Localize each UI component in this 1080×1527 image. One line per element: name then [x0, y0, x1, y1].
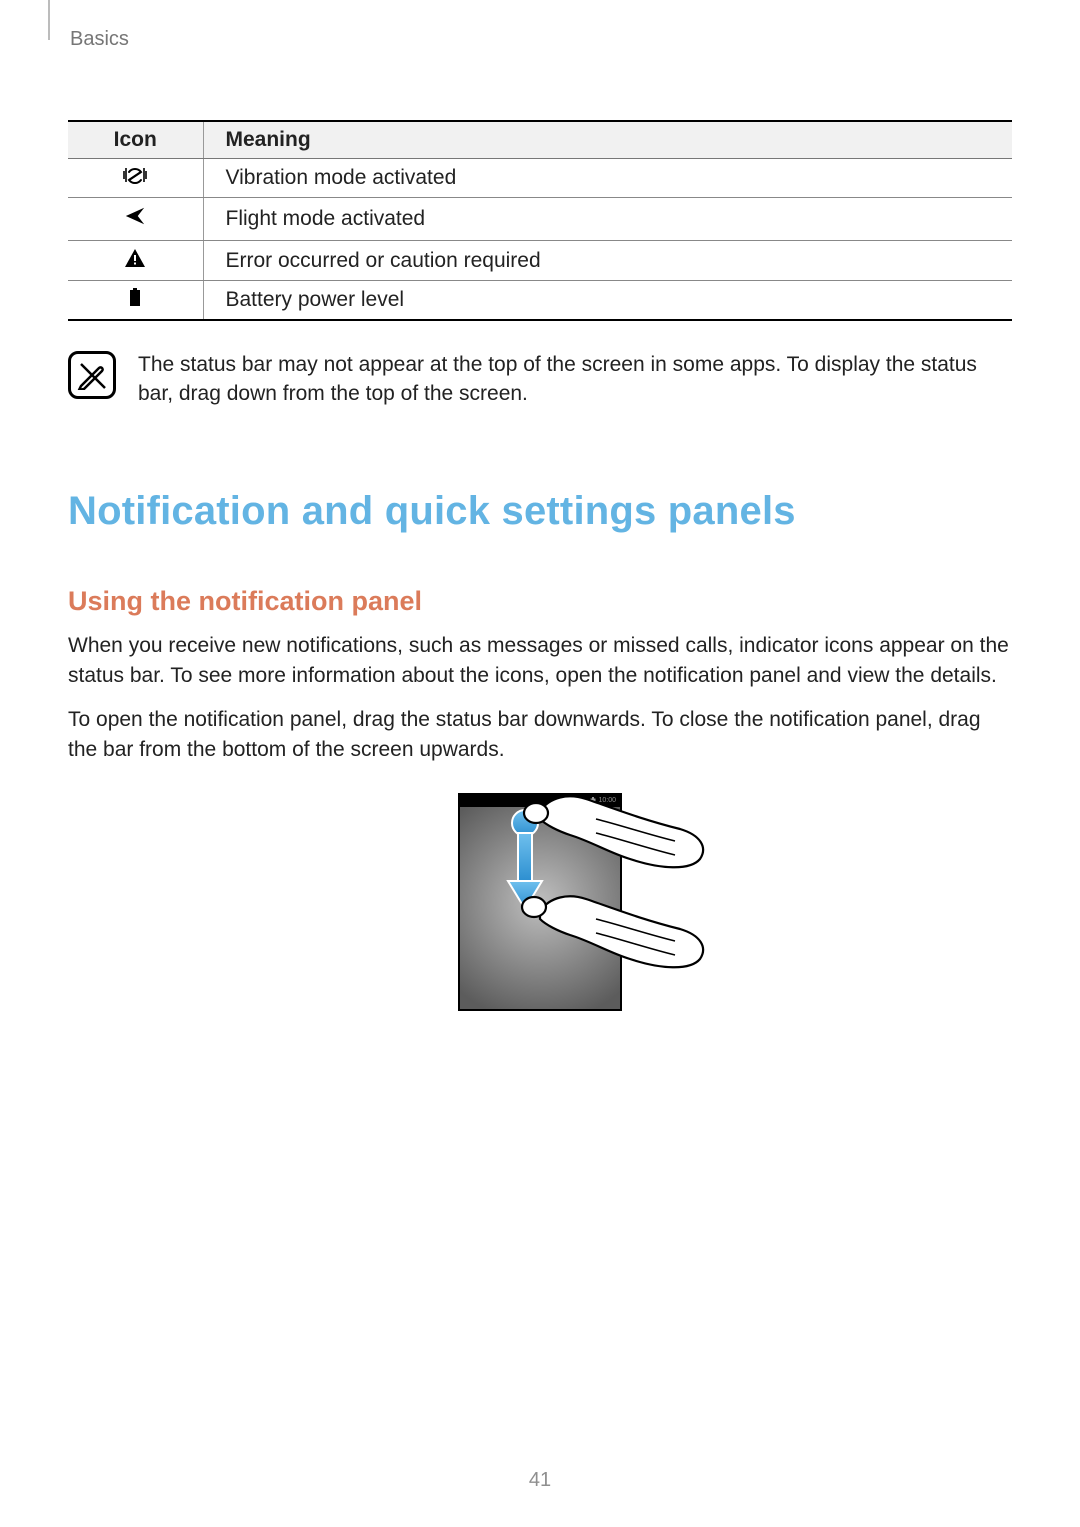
vibration-icon	[123, 166, 147, 190]
table-row: Battery power level	[68, 280, 1012, 320]
body-paragraph-2: To open the notification panel, drag the…	[68, 705, 1012, 765]
table-row: Vibration mode activated	[68, 159, 1012, 198]
note-block: The status bar may not appear at the top…	[68, 349, 1012, 409]
warning-icon	[125, 249, 145, 273]
section-title: Notification and quick settings panels	[68, 489, 1012, 534]
drag-down-illustration: 10:00	[458, 793, 622, 1011]
table-row: Flight mode activated	[68, 198, 1012, 241]
table-cell-meaning: Battery power level	[203, 280, 1012, 320]
subsection-title: Using the notification panel	[68, 586, 1012, 617]
table-cell-meaning: Flight mode activated	[203, 198, 1012, 241]
airplane-icon	[124, 205, 146, 233]
table-cell-meaning: Vibration mode activated	[203, 159, 1012, 198]
note-text: The status bar may not appear at the top…	[138, 349, 1012, 409]
page-number: 41	[0, 1469, 1080, 1492]
table-cell-meaning: Error occurred or caution required	[203, 241, 1012, 280]
note-icon	[68, 351, 116, 399]
body-paragraph-1: When you receive new notifications, such…	[68, 631, 1012, 691]
table-header-meaning: Meaning	[203, 121, 1012, 159]
table-row: Error occurred or caution required	[68, 241, 1012, 280]
table-header-icon: Icon	[68, 121, 203, 159]
battery-icon	[129, 288, 141, 312]
icon-meaning-table: Icon Meaning Vibrat	[68, 120, 1012, 321]
breadcrumb: Basics	[70, 28, 129, 51]
breadcrumb-divider	[48, 0, 50, 40]
